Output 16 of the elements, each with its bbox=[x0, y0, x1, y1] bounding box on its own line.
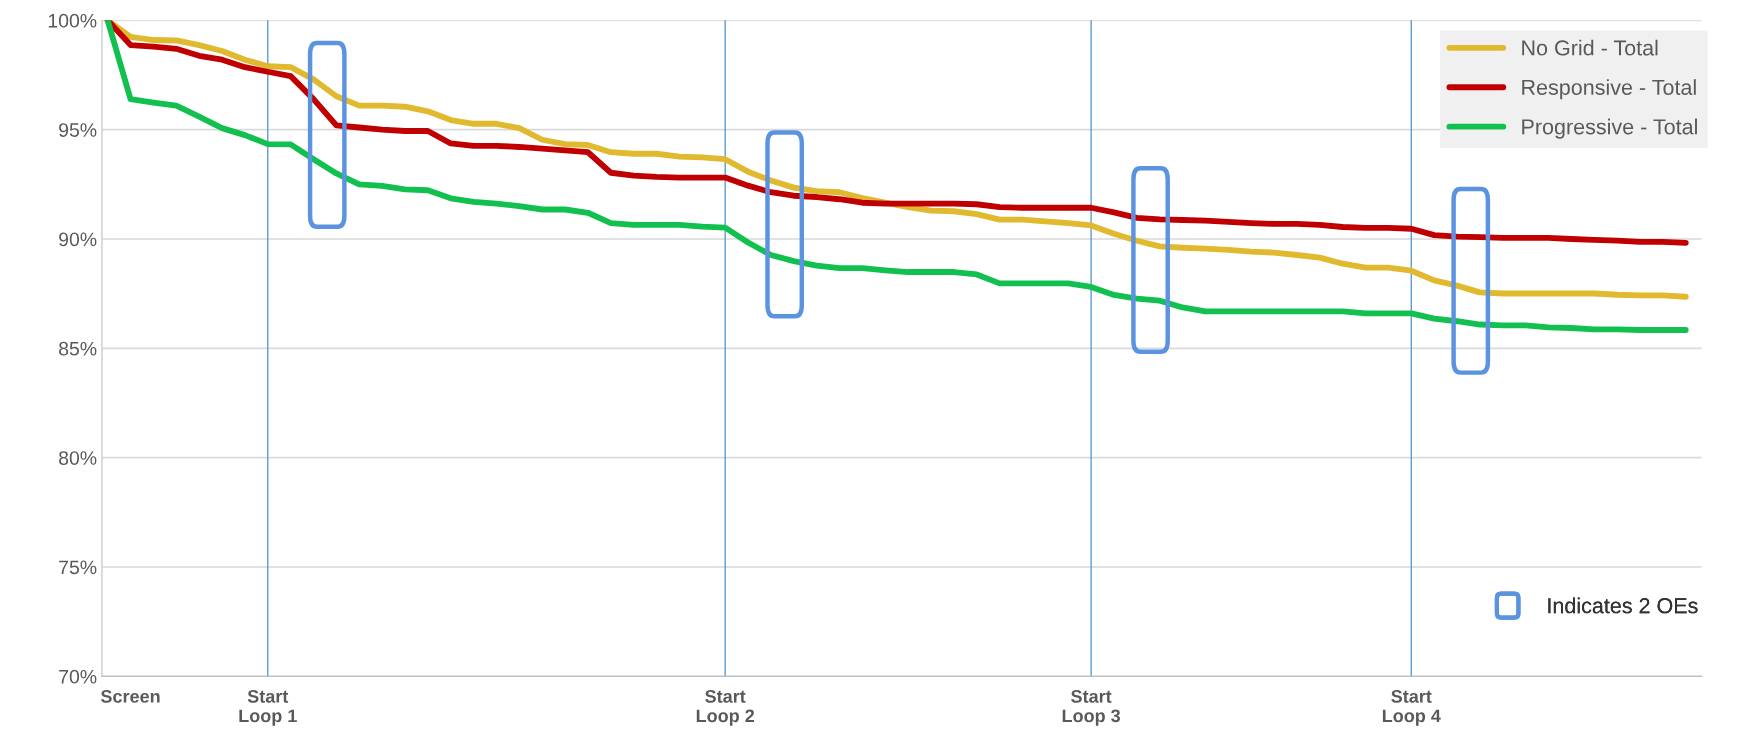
legend-label: No Grid - Total bbox=[1522, 39, 1658, 56]
y-tick-label: 85% bbox=[59, 341, 97, 356]
y-tick-label: 80% bbox=[59, 451, 97, 465]
x-tick-label: Start Loop 1 bbox=[239, 690, 297, 726]
x-tick-label: Start Loop 2 bbox=[696, 690, 755, 726]
y-tick-label: 70% bbox=[59, 669, 97, 684]
y-tick-label: 90% bbox=[59, 232, 97, 247]
legend-label: Progressive - Total bbox=[1522, 118, 1697, 139]
x-tick-label: Start Loop 4 bbox=[1382, 690, 1441, 726]
y-tick-label: 100% bbox=[48, 13, 97, 28]
y-tick-label: 75% bbox=[59, 560, 97, 575]
y-tick-label: 95% bbox=[59, 123, 97, 137]
legend-label: Responsive - Total bbox=[1522, 79, 1696, 100]
annotation: Indicates 2 OEs bbox=[1548, 597, 1698, 614]
x-tick-label: Start Loop 3 bbox=[1062, 690, 1121, 726]
x-tick-label: Screen bbox=[100, 690, 160, 703]
